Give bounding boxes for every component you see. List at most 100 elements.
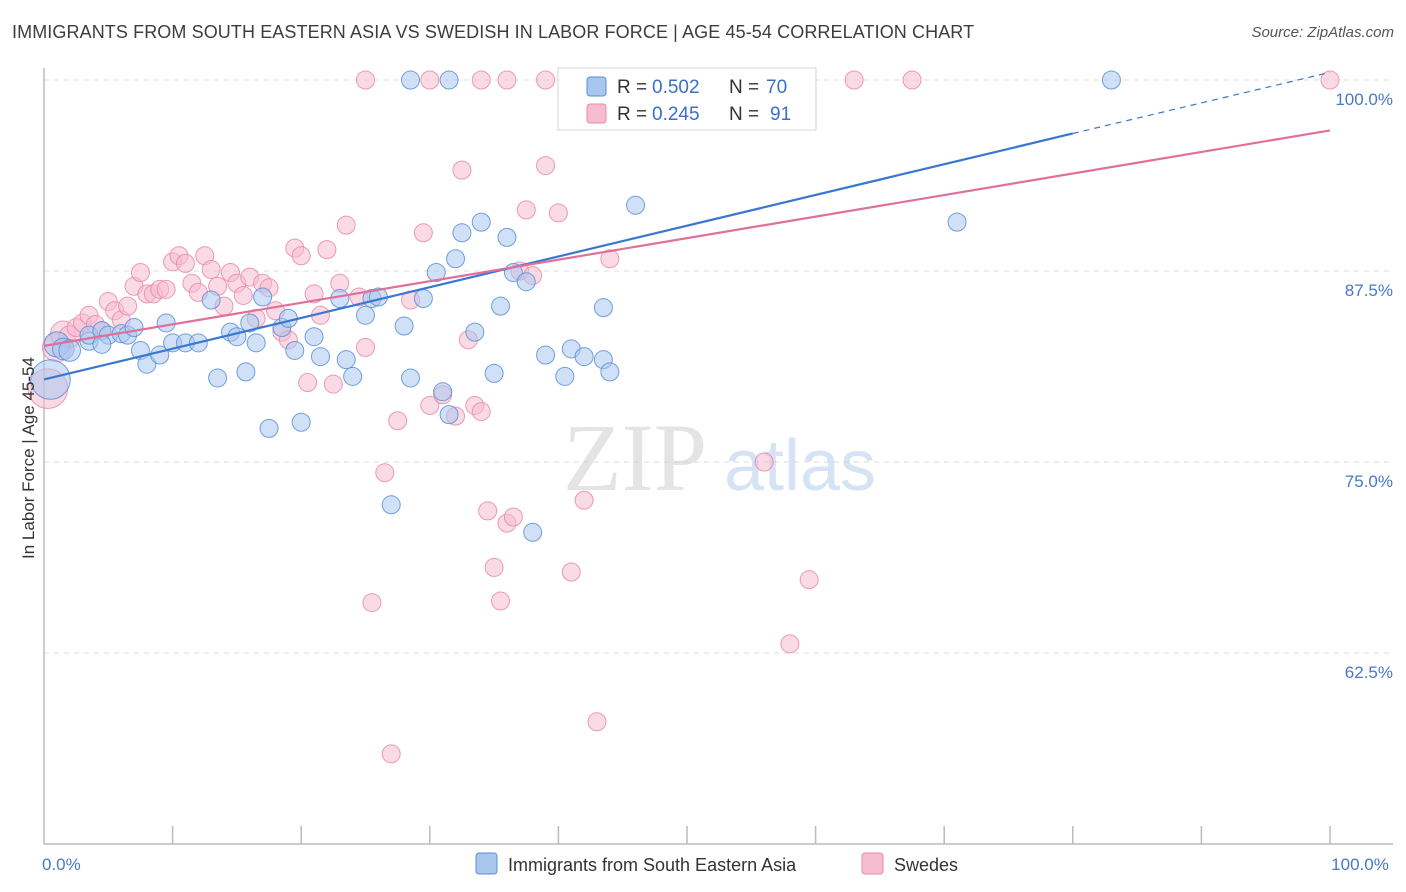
- point-swedes: [156, 279, 176, 299]
- watermark-atlas: atlas: [724, 426, 876, 506]
- point-swedes: [233, 285, 253, 305]
- point-swedes: [491, 591, 511, 611]
- series-legend: Immigrants from South Eastern Asia Swede…: [475, 852, 958, 875]
- point-swedes: [420, 70, 440, 90]
- point-immigrants-se-asia: [30, 359, 71, 400]
- point-immigrants-se-asia: [208, 368, 228, 388]
- point-swedes: [471, 402, 491, 422]
- point-immigrants-se-asia: [523, 522, 543, 542]
- point-immigrants-se-asia: [947, 212, 967, 232]
- point-swedes: [478, 501, 498, 521]
- legend-n-value-1: 70: [766, 77, 787, 98]
- point-swedes: [844, 70, 864, 90]
- point-swedes: [799, 570, 819, 590]
- point-swedes: [497, 70, 517, 90]
- point-immigrants-se-asia: [465, 322, 485, 342]
- point-immigrants-se-asia: [536, 345, 556, 365]
- point-immigrants-se-asia: [433, 382, 453, 402]
- x-tick-label: 100.0%: [1331, 855, 1389, 874]
- point-immigrants-se-asia: [600, 362, 620, 382]
- series-label-blue: Immigrants from South Eastern Asia: [508, 855, 797, 875]
- point-immigrants-se-asia: [278, 308, 298, 328]
- point-immigrants-se-asia: [426, 263, 446, 283]
- point-immigrants-se-asia: [413, 289, 433, 309]
- point-immigrants-se-asia: [555, 366, 575, 386]
- point-swedes: [298, 373, 318, 393]
- point-immigrants-se-asia: [330, 289, 350, 309]
- point-swedes: [587, 712, 607, 732]
- point-immigrants-se-asia: [304, 327, 324, 347]
- point-immigrants-se-asia: [394, 316, 414, 336]
- y-tick-label: 75.0%: [1345, 472, 1393, 491]
- y-tick-label: 87.5%: [1345, 281, 1393, 300]
- point-immigrants-se-asia: [58, 339, 82, 362]
- point-swedes: [175, 253, 195, 273]
- point-immigrants-se-asia: [336, 350, 356, 370]
- point-immigrants-se-asia: [236, 362, 256, 382]
- series-swatch-pink: [861, 852, 884, 875]
- point-immigrants-se-asia: [310, 347, 330, 367]
- point-immigrants-se-asia: [401, 368, 421, 388]
- point-immigrants-se-asia: [227, 327, 247, 347]
- point-immigrants-se-asia: [253, 287, 273, 307]
- point-immigrants-se-asia: [381, 495, 401, 515]
- point-immigrants-se-asia: [201, 290, 221, 310]
- correlation-legend: R = 0.502 N = 70 R = 0.245 N = 91: [557, 67, 817, 131]
- point-immigrants-se-asia: [401, 70, 421, 90]
- point-immigrants-se-asia: [439, 70, 459, 90]
- point-swedes: [375, 463, 395, 483]
- legend-n-label-2: N =: [729, 104, 759, 125]
- point-immigrants-se-asia: [356, 305, 375, 325]
- tick-labels: 62.5% 75.0% 87.5% 100.0% 0.0% 100.0%: [42, 90, 1393, 874]
- point-swedes: [388, 411, 408, 431]
- point-swedes: [201, 259, 221, 279]
- zipatlas-watermark: ZIP atlas: [563, 404, 876, 511]
- trend-lines: [43, 71, 1331, 381]
- point-immigrants-se-asia: [484, 363, 504, 383]
- point-swedes: [356, 70, 375, 90]
- chart-source: Source: ZipAtlas.com: [1251, 24, 1394, 41]
- legend-swatch-pink: [586, 103, 607, 124]
- legend-n-value-2: 91: [770, 104, 791, 125]
- point-immigrants-se-asia: [497, 227, 517, 247]
- point-swedes: [118, 296, 138, 316]
- x-tick-label: 0.0%: [42, 855, 81, 874]
- point-swedes: [536, 156, 556, 176]
- point-immigrants-se-asia: [516, 272, 536, 292]
- point-immigrants-se-asia: [240, 313, 260, 333]
- chart-title: IMMIGRANTS FROM SOUTH EASTERN ASIA VS SW…: [12, 22, 975, 42]
- trend-line-swedes: [43, 129, 1331, 347]
- legend-swatch-blue: [586, 76, 607, 97]
- point-swedes: [548, 203, 568, 223]
- legend-r-label-2: R =: [617, 104, 647, 125]
- axes: [43, 68, 1393, 845]
- point-swedes: [780, 634, 800, 654]
- point-immigrants-se-asia: [452, 223, 472, 243]
- point-swedes: [484, 557, 504, 577]
- point-swedes: [130, 263, 150, 283]
- point-swedes: [356, 337, 375, 357]
- point-immigrants-se-asia: [246, 333, 266, 353]
- point-swedes: [600, 249, 620, 269]
- point-swedes: [561, 562, 581, 582]
- point-immigrants-se-asia: [285, 340, 305, 360]
- point-immigrants-se-asia: [574, 347, 594, 367]
- point-swedes: [413, 223, 433, 243]
- legend-r-value-2: 0.245: [652, 104, 700, 125]
- point-immigrants-se-asia: [343, 366, 363, 386]
- point-swedes: [291, 246, 311, 266]
- point-swedes: [516, 200, 536, 220]
- trend-line-immigrants-se-asia: [43, 132, 1074, 381]
- gridlines: [44, 79, 1393, 844]
- point-swedes: [381, 744, 401, 764]
- point-immigrants-se-asia: [156, 313, 176, 333]
- y-tick-label: 62.5%: [1345, 663, 1393, 682]
- point-immigrants-se-asia: [446, 249, 466, 269]
- point-immigrants-se-asia: [291, 412, 311, 432]
- legend-r-label-1: R =: [617, 77, 647, 98]
- point-immigrants-se-asia: [471, 212, 491, 232]
- trend-line-extension-immigrants-se-asia: [1072, 71, 1331, 135]
- point-swedes: [336, 215, 356, 235]
- y-axis-label: In Labor Force | Age 45-54: [19, 357, 38, 559]
- point-immigrants-se-asia: [259, 418, 279, 438]
